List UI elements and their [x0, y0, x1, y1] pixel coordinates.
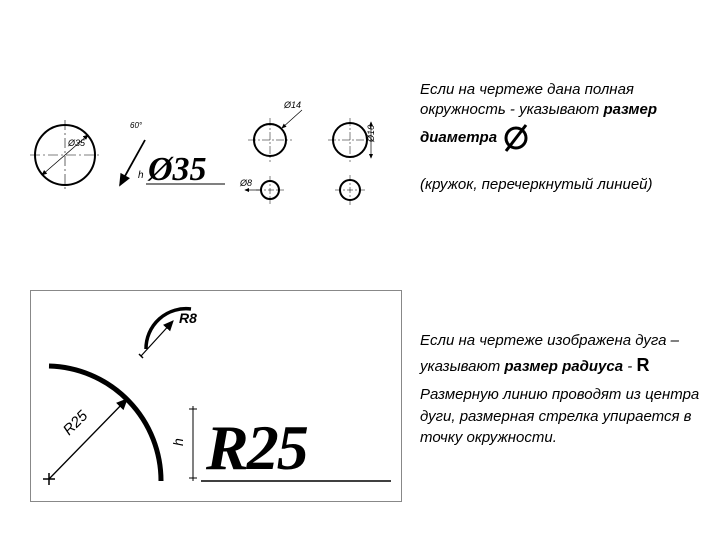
radius-diagram: R8 R25 h R25 [30, 290, 402, 502]
diameter-description: Если на чертеже дана полная окружность -… [420, 80, 700, 195]
circles-16: Ø16 [328, 118, 376, 205]
text-top-1: Если на чертеже дана полная окружность -… [420, 81, 634, 118]
label-big35: Ø35 [147, 151, 207, 188]
label-r25s: R25 [60, 407, 92, 439]
circles-14-8: Ø14 Ø8 [239, 100, 302, 204]
text-bot-1b: размер радиуса [504, 358, 623, 375]
top-section: Ø35 60° h Ø35 Ø14 Ø8 [0, 40, 720, 240]
bottom-section: R8 R25 h R25 Если [0, 280, 720, 520]
arc-r8: R8 [139, 309, 197, 358]
text-bot-2: Размерную линию проводят из центра дуги,… [420, 386, 699, 447]
diameter-diagram: Ø35 60° h Ø35 Ø14 Ø8 [20, 90, 400, 220]
text-top-2: (кружок, перечеркнутый линией) [420, 176, 653, 193]
text-bot-dash: - [623, 358, 636, 375]
label-d14: Ø14 [283, 100, 301, 110]
label-d8: Ø8 [239, 178, 252, 188]
label-d16: Ø16 [366, 125, 376, 143]
circle-d35: Ø35 [30, 120, 100, 190]
big-phi35: 60° h Ø35 [120, 121, 225, 188]
arc-r25: R25 [43, 366, 161, 485]
label-h: h [170, 438, 186, 446]
h-guide: h [170, 406, 197, 481]
label-d35: Ø35 [67, 138, 86, 148]
label-angle: 60° [130, 121, 143, 130]
text-bot-R: R [636, 355, 649, 375]
label-r8: R8 [179, 310, 197, 326]
svg-text:h: h [138, 170, 144, 181]
label-r25-big: R25 [205, 412, 308, 483]
diameter-symbol-icon [501, 121, 531, 155]
radius-description: Если на чертеже изображена дуга – указыв… [420, 330, 700, 449]
